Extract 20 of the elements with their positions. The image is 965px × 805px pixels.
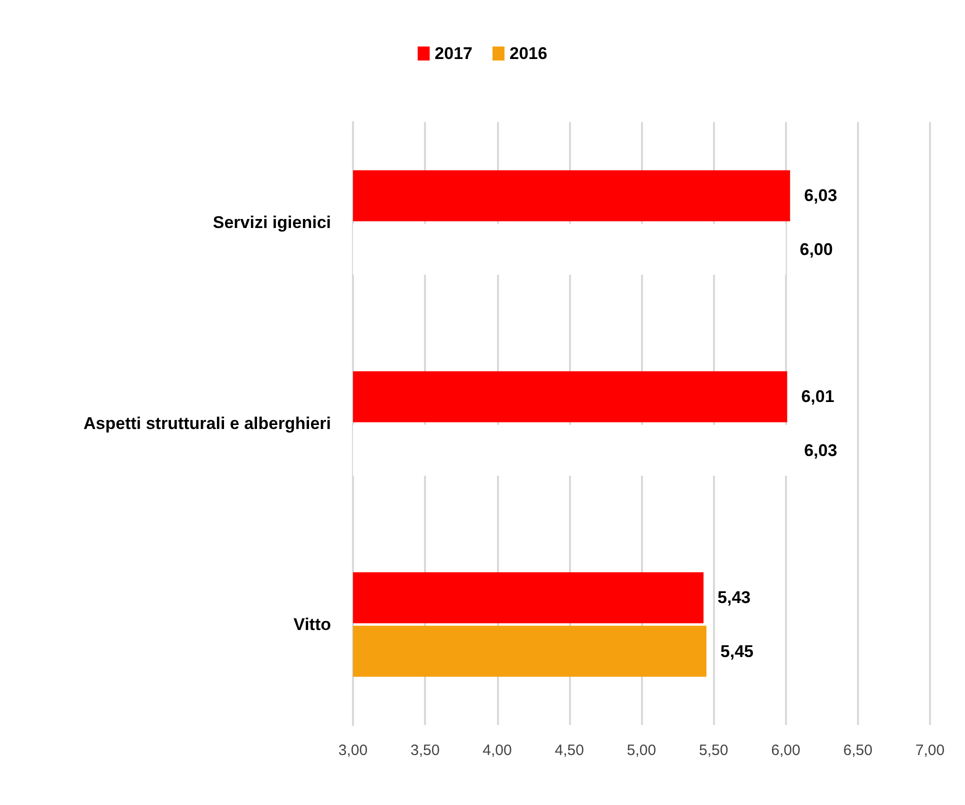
y-tick-label: Servizi igienici: [212, 213, 331, 232]
legend-label: 2017: [434, 44, 473, 63]
x-tick-label: 3,00: [338, 742, 368, 759]
x-tick-label: 4,00: [482, 742, 512, 759]
y-tick-label: Vitto: [294, 615, 331, 634]
x-tick-label: 5,50: [699, 742, 728, 759]
x-tick-label: 6,00: [771, 742, 800, 759]
legend-label: 2016: [510, 44, 548, 63]
data-label: 6,03: [804, 186, 838, 206]
data-label: 6,00: [800, 240, 833, 259]
data-label: 5,43: [718, 588, 751, 608]
x-tick-label: 3,50: [410, 742, 440, 759]
x-tick-label: 7,00: [915, 742, 945, 759]
x-tick-label: 4,50: [554, 742, 584, 759]
x-tick-label: 5,00: [626, 742, 656, 759]
x-tick-label: 6,50: [843, 742, 872, 759]
y-tick-label: Aspetti strutturali e alberghieri: [84, 414, 331, 433]
data-label: 5,45: [720, 642, 754, 661]
data-label: 6,01: [801, 387, 834, 406]
data-label: 6,03: [804, 440, 838, 460]
